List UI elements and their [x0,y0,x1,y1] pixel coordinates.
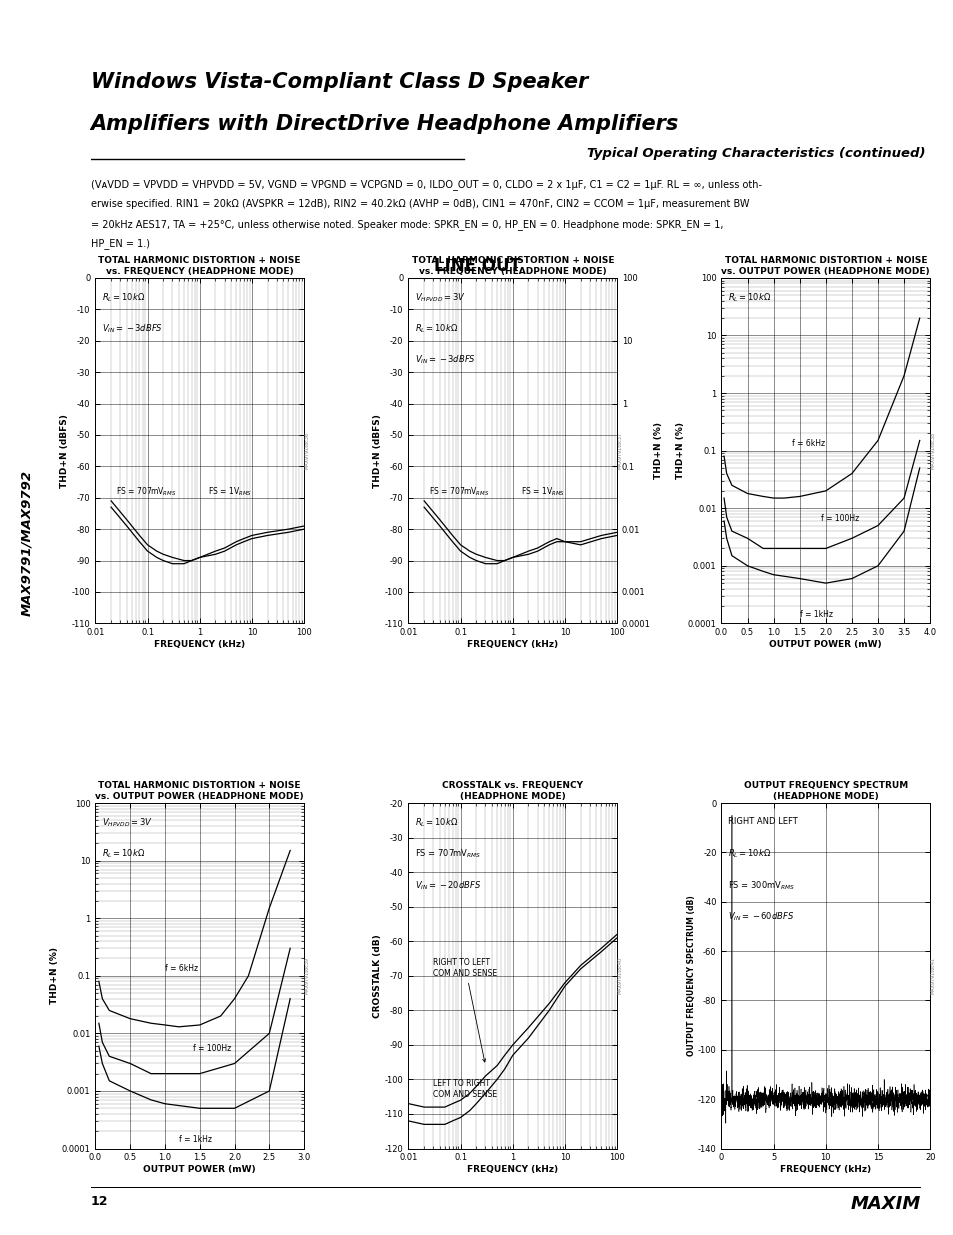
Text: MAX9791toc40: MAX9791toc40 [617,957,622,994]
Text: (VᴀVDD = VPVDD = VHPVDD = 5V, VGND = VPGND = VCPGND = 0, ILDO_OUT = 0, CLDO = 2 : (VᴀVDD = VPVDD = VHPVDD = 5V, VGND = VPG… [91,179,760,190]
Text: Typical Operating Characteristics (continued): Typical Operating Characteristics (conti… [586,147,924,159]
Title: TOTAL HARMONIC DISTORTION + NOISE
vs. FREQUENCY (HEADPHONE MODE): TOTAL HARMONIC DISTORTION + NOISE vs. FR… [98,256,301,275]
Y-axis label: OUTPUT FREQUENCY SPECTRUM (dB): OUTPUT FREQUENCY SPECTRUM (dB) [687,895,696,1056]
Text: RIGHT TO LEFT
COM AND SENSE: RIGHT TO LEFT COM AND SENSE [433,958,497,1062]
Text: LEFT TO RIGHT
COM AND SENSE: LEFT TO RIGHT COM AND SENSE [433,1079,497,1099]
Text: f = 6kHz: f = 6kHz [791,440,824,448]
Text: MAX9791/MAX9792: MAX9791/MAX9792 [20,471,33,616]
Y-axis label: THD+N (dBFS): THD+N (dBFS) [373,414,381,488]
Text: MAX9791toc41: MAX9791toc41 [929,957,935,994]
Text: FS = 707mV$_{RMS}$: FS = 707mV$_{RMS}$ [429,485,489,498]
X-axis label: FREQUENCY (kHz): FREQUENCY (kHz) [780,1165,870,1174]
Text: $R_L = 10k\Omega$: $R_L = 10k\Omega$ [102,848,145,861]
Text: Amplifiers with DirectDrive Headphone Amplifiers: Amplifiers with DirectDrive Headphone Am… [91,114,679,133]
Text: HP_EN = 1.): HP_EN = 1.) [91,238,150,249]
Text: = 20kHz AES17, TA = +25°C, unless otherwise noted. Speaker mode: SPKR_EN = 0, HP: = 20kHz AES17, TA = +25°C, unless otherw… [91,219,722,230]
Text: $V_{IN} = -60dBFS$: $V_{IN} = -60dBFS$ [727,910,793,923]
X-axis label: FREQUENCY (kHz): FREQUENCY (kHz) [467,640,558,650]
X-axis label: OUTPUT POWER (mW): OUTPUT POWER (mW) [143,1165,255,1174]
X-axis label: FREQUENCY (kHz): FREQUENCY (kHz) [154,640,245,650]
Text: MAX9791toc39: MAX9791toc39 [304,957,309,994]
Text: f = 100Hz: f = 100Hz [193,1044,231,1052]
Y-axis label: THD+N (%): THD+N (%) [676,422,684,479]
Text: f = 1kHz: f = 1kHz [178,1135,212,1144]
Text: FS = 707mV$_{RMS}$: FS = 707mV$_{RMS}$ [116,485,176,498]
Y-axis label: CROSSTALK (dB): CROSSTALK (dB) [373,934,381,1018]
Text: MAX9791toc36: MAX9791toc36 [304,432,309,469]
Text: f = 100Hz: f = 100Hz [820,514,858,522]
Text: MAXIM: MAXIM [849,1195,920,1214]
Text: erwise specified. RIN1 = 20kΩ (AVSPKR = 12dB), RIN2 = 40.2kΩ (AVHP = 0dB), CIN1 : erwise specified. RIN1 = 20kΩ (AVSPKR = … [91,199,748,209]
Title: TOTAL HARMONIC DISTORTION + NOISE
vs. FREQUENCY (HEADPHONE MODE): TOTAL HARMONIC DISTORTION + NOISE vs. FR… [411,256,614,275]
Text: f = 6kHz: f = 6kHz [165,965,198,973]
Title: CROSSTALK vs. FREQUENCY
(HEADPHONE MODE): CROSSTALK vs. FREQUENCY (HEADPHONE MODE) [442,781,582,800]
Text: RIGHT AND LEFT: RIGHT AND LEFT [727,816,797,826]
Y-axis label: THD+N (dBFS): THD+N (dBFS) [60,414,69,488]
Y-axis label: THD+N (%): THD+N (%) [653,422,662,479]
X-axis label: OUTPUT POWER (mW): OUTPUT POWER (mW) [769,640,882,650]
Text: $V_{IN} = -3dBFS$: $V_{IN} = -3dBFS$ [102,322,162,335]
Text: $V_{HPVDD} = 3V$: $V_{HPVDD} = 3V$ [415,291,465,304]
Text: $V_{IN} = -3dBFS$: $V_{IN} = -3dBFS$ [415,354,476,367]
Text: $R_L = 10k\Omega$: $R_L = 10k\Omega$ [727,291,770,304]
Text: LINE OUT: LINE OUT [433,257,520,274]
Text: $R_L = 10k\Omega$: $R_L = 10k\Omega$ [727,848,770,861]
Text: $R_L = 10k\Omega$: $R_L = 10k\Omega$ [102,291,145,304]
Text: FS = 1V$_{RMS}$: FS = 1V$_{RMS}$ [208,485,252,498]
Title: OUTPUT FREQUENCY SPECTRUM
(HEADPHONE MODE): OUTPUT FREQUENCY SPECTRUM (HEADPHONE MOD… [743,781,907,800]
Y-axis label: THD+N (%): THD+N (%) [50,947,59,1004]
Text: MAX9791toc37: MAX9791toc37 [617,432,622,469]
Text: $V_{IN} = -20dBFS$: $V_{IN} = -20dBFS$ [415,879,480,892]
Text: f = 1kHz: f = 1kHz [799,610,832,619]
Text: FS = 707mV$_{RMS}$: FS = 707mV$_{RMS}$ [415,848,480,861]
Text: MAX9791toc38: MAX9791toc38 [929,432,935,469]
X-axis label: FREQUENCY (kHz): FREQUENCY (kHz) [467,1165,558,1174]
Title: TOTAL HARMONIC DISTORTION + NOISE
vs. OUTPUT POWER (HEADPHONE MODE): TOTAL HARMONIC DISTORTION + NOISE vs. OU… [720,256,929,275]
Text: Windows Vista-Compliant Class D Speaker: Windows Vista-Compliant Class D Speaker [91,72,587,91]
Title: TOTAL HARMONIC DISTORTION + NOISE
vs. OUTPUT POWER (HEADPHONE MODE): TOTAL HARMONIC DISTORTION + NOISE vs. OU… [95,781,304,800]
Text: 12: 12 [91,1195,108,1209]
Text: FS = 1V$_{RMS}$: FS = 1V$_{RMS}$ [520,485,565,498]
Text: $V_{HPVDD} = 3V$: $V_{HPVDD} = 3V$ [102,816,152,830]
Text: $R_L = 10k\Omega$: $R_L = 10k\Omega$ [415,322,457,335]
Text: FS = 300mV$_{RMS}$: FS = 300mV$_{RMS}$ [727,879,794,892]
Text: $R_L = 10k\Omega$: $R_L = 10k\Omega$ [415,816,457,830]
